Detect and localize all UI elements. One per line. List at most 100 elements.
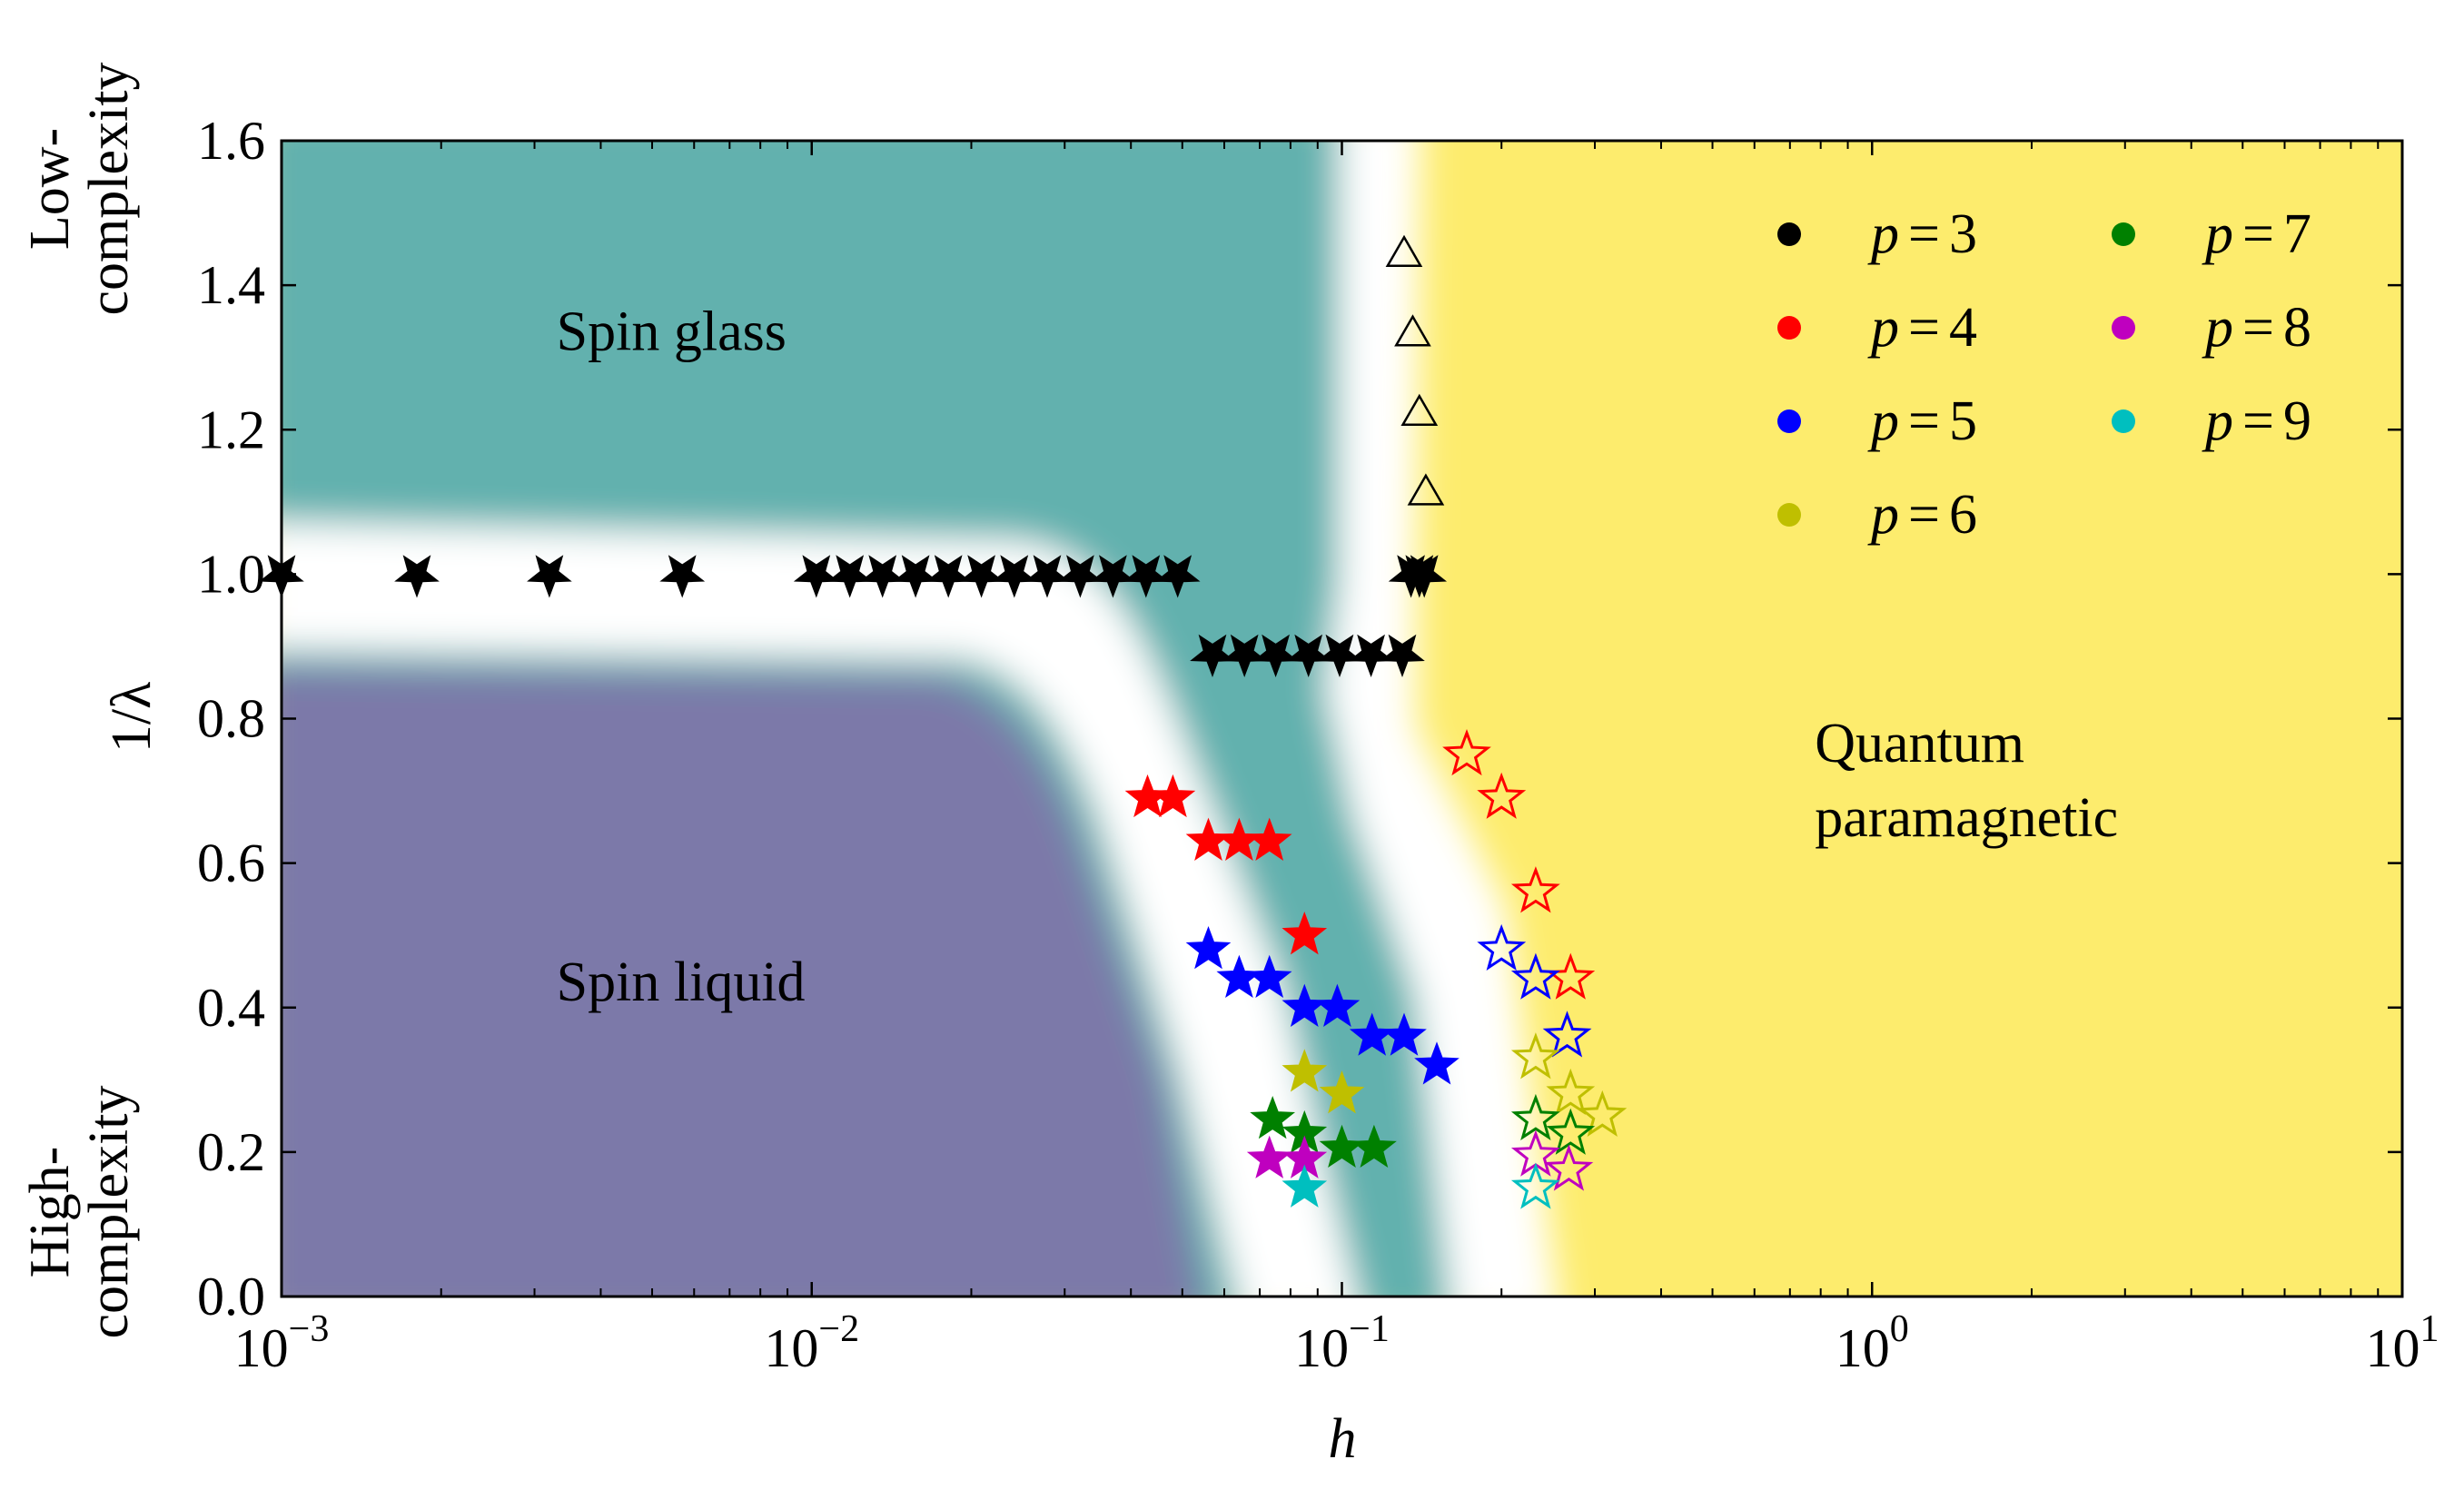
legend-label: p = 4 [1867, 297, 1977, 359]
spin-liquid-region [282, 667, 1203, 1297]
data-point-p3 [1407, 473, 1445, 506]
data-point-p5 [1381, 1012, 1427, 1056]
white-boundary-band [1326, 141, 1559, 1297]
legend-marker [2112, 316, 2135, 340]
y-tick-label: 1.4 [197, 255, 265, 315]
legend-num: 7 [2283, 203, 2311, 265]
x-tick-exponent: −2 [818, 1308, 859, 1350]
data-markers [259, 234, 1628, 1209]
legend-marker [1777, 503, 1801, 527]
x-tick-exponent: −1 [1349, 1308, 1390, 1350]
legend-var: p [1867, 390, 1899, 452]
data-point-p8 [1544, 1144, 1594, 1191]
legend-num: 9 [2283, 390, 2311, 452]
legend-eq: = [2242, 203, 2274, 265]
high-complexity-line-1: High- [19, 1147, 81, 1278]
phase-background [282, 141, 2402, 1297]
data-point-p5 [1542, 1011, 1592, 1058]
low-complexity-label: Low- complexity [19, 63, 140, 316]
legend-marker [1777, 222, 1801, 246]
high-complexity-line-2: complexity [78, 1086, 140, 1339]
axis-ticks: 10−3 10−2 10−1 100 1010.00.20.40.60.81.01.21… [197, 111, 2439, 1378]
legend-var: p [2202, 390, 2233, 452]
data-point-p7 [1250, 1095, 1296, 1139]
legend-var: p [1867, 297, 1899, 359]
x-tick-base: 10 [234, 1318, 289, 1378]
data-point-p3 [1400, 393, 1439, 427]
low-complexity-line-1: Low- [19, 128, 81, 250]
x-tick-exponent: 0 [1890, 1308, 1909, 1350]
legend-eq: = [1908, 297, 1940, 359]
data-point-p3 [1385, 234, 1423, 268]
x-axis-label: h [1329, 1408, 1357, 1470]
y-tick-label: 1.2 [197, 399, 265, 459]
x-tick-base: 10 [2366, 1318, 2420, 1378]
legend-label: p = 8 [2202, 297, 2311, 359]
legend-eq: = [2242, 297, 2274, 359]
y-tick-label: 1.6 [197, 111, 265, 171]
low-complexity-line-2: complexity [78, 63, 140, 316]
data-point-p7 [1351, 1124, 1397, 1169]
data-point-p5 [1246, 954, 1292, 999]
y-tick-label: 0.2 [197, 1122, 265, 1182]
legend-var: p [1867, 203, 1899, 265]
white-glass-liquid-band [282, 522, 1356, 1297]
data-point-p3 [1380, 634, 1425, 678]
y-tick-label: 0.6 [197, 833, 265, 893]
y-tick-label: 0.4 [197, 978, 265, 1038]
y-tick-label: 1.0 [197, 544, 265, 604]
legend-num: 4 [1949, 297, 1977, 359]
legend-marker [2112, 409, 2135, 433]
data-point-p5 [1510, 952, 1560, 1000]
x-tick-label: 101 [2366, 1308, 2439, 1378]
legend-var: p [1867, 484, 1899, 546]
data-point-p6 [1281, 1049, 1328, 1092]
data-point-p6 [1578, 1090, 1628, 1137]
legend-marker [2112, 222, 2135, 246]
region-label-line: Spin glass [557, 301, 787, 363]
legend-var: p [2202, 203, 2233, 265]
x-tick-base: 10 [764, 1318, 818, 1378]
data-point-p3 [659, 555, 706, 598]
region-label: Quantum paramagnetic [1815, 713, 2118, 849]
legend-marker [1777, 316, 1801, 340]
data-point-p3 [394, 555, 440, 598]
data-point-p5 [1477, 923, 1527, 971]
data-point-p5 [1414, 1041, 1460, 1085]
legend-eq: = [1908, 390, 1940, 452]
data-point-p4 [1510, 866, 1560, 913]
x-tick-label: 10−2 [764, 1308, 859, 1378]
x-tick-label: 100 [1836, 1308, 1909, 1378]
data-point-p4 [1477, 772, 1527, 819]
data-point-p3 [1154, 555, 1201, 598]
data-point-p9 [1281, 1164, 1328, 1208]
legend-num: 5 [1949, 390, 1977, 452]
legend-var: p [2202, 297, 2233, 359]
legend-eq: = [2242, 390, 2274, 452]
data-point-p5 [1185, 925, 1232, 970]
x-tick-base: 10 [1836, 1318, 1890, 1378]
data-point-p3 [1394, 314, 1431, 347]
legend-num: 3 [1949, 203, 1977, 265]
legend-num: 8 [2283, 297, 2311, 359]
legend-label: p = 3 [1867, 203, 1977, 265]
data-point-p7 [1510, 1093, 1560, 1140]
x-tick-exponent: −3 [289, 1308, 330, 1350]
region-labels: Spin glass Spin liquid Quantum paramagnetic [557, 301, 2118, 1013]
region-label-line: paramagnetic [1815, 787, 2118, 849]
data-point-p9 [1510, 1162, 1560, 1209]
legend: p = 3p = 4p = 5p = 6p = 7p = 8p = 9 [1777, 203, 2311, 546]
legend-eq: = [1908, 484, 1940, 546]
legend-label: p = 7 [2202, 203, 2311, 265]
data-point-p7 [1546, 1108, 1596, 1155]
x-tick-label: 10−1 [1294, 1308, 1390, 1378]
x-tick-exponent: 1 [2420, 1308, 2439, 1350]
high-complexity-label: High- complexity [19, 1086, 140, 1339]
legend-marker [1777, 409, 1801, 433]
data-point-p4 [1442, 729, 1491, 776]
data-point-p6 [1319, 1070, 1365, 1114]
region-label: Spin liquid [557, 952, 806, 1013]
data-point-p6 [1510, 1032, 1560, 1080]
data-point-p3 [527, 555, 572, 598]
